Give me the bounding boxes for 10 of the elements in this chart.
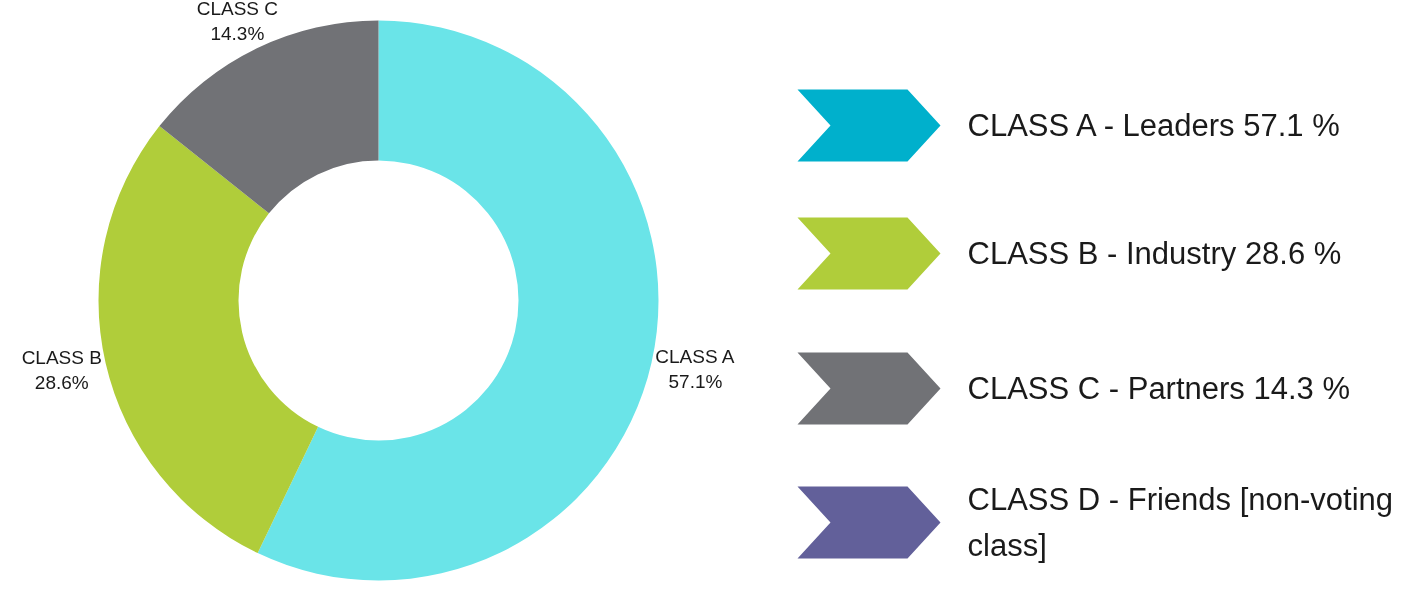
- slice-label: CLASS B: [21, 346, 102, 368]
- slice-label: CLASS A: [655, 345, 735, 367]
- category-label: CLASS B - Industry 28.6 %: [967, 236, 1342, 271]
- slice-label: CLASS C: [196, 0, 279, 20]
- category-label: CLASS D - Friends [non-voting class]: [967, 482, 1394, 563]
- data-label: 28.6%: [34, 372, 89, 394]
- data-label: 57.1%: [668, 371, 723, 393]
- category-label: CLASS A - Leaders 57.1 %: [967, 108, 1340, 143]
- category-label: CLASS C - Partners 14.3 %: [967, 371, 1350, 406]
- data-label: 14.3%: [210, 23, 265, 45]
